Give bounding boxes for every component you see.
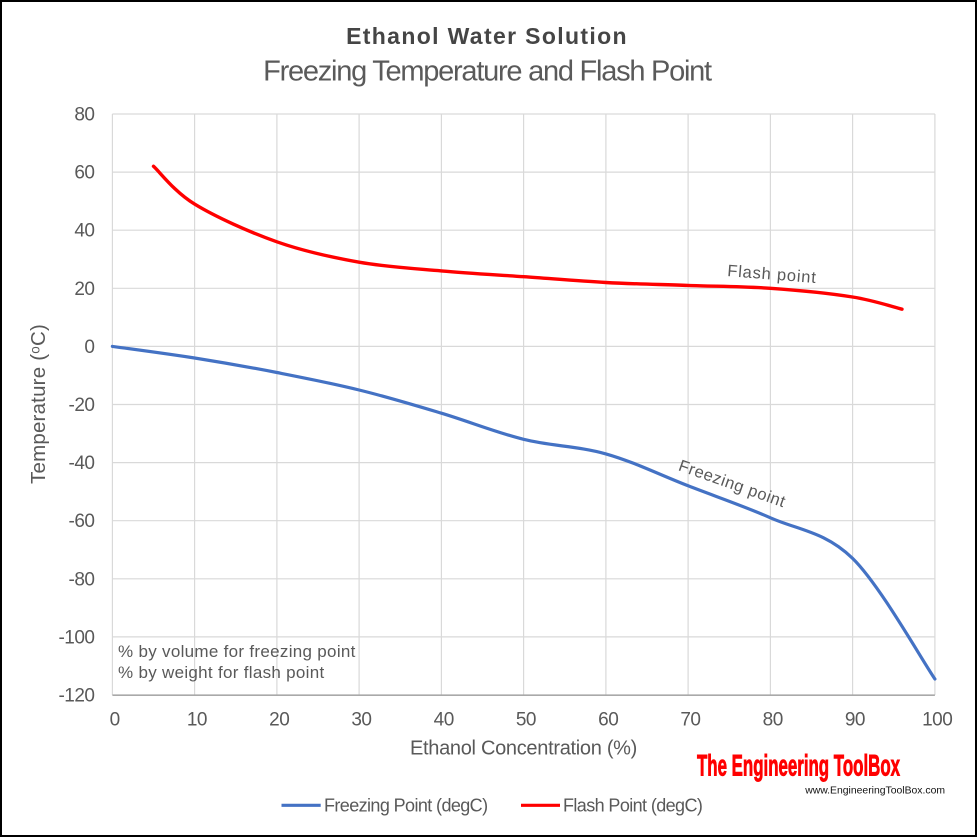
svg-text:100: 100 <box>922 710 952 731</box>
svg-text:Freezing Temperature and Flash: Freezing Temperature and Flash Point <box>263 56 712 88</box>
svg-text:20: 20 <box>269 710 289 731</box>
svg-text:% by weight for flash point: % by weight for flash point <box>118 663 325 682</box>
svg-text:-60: -60 <box>69 511 95 532</box>
svg-text:50: 50 <box>516 710 536 731</box>
svg-text:Ethanol Concentration (%): Ethanol Concentration (%) <box>410 738 637 760</box>
svg-text:Freezing Point (degC): Freezing Point (degC) <box>324 795 487 815</box>
svg-text:40: 40 <box>74 221 94 242</box>
svg-text:Ethanol Water Solution: Ethanol Water Solution <box>346 23 628 49</box>
svg-text:The Engineering ToolBox: The Engineering ToolBox <box>697 750 900 783</box>
svg-text:60: 60 <box>598 710 618 731</box>
svg-text:-80: -80 <box>69 569 95 590</box>
svg-text:20: 20 <box>74 279 94 300</box>
svg-text:Flash Point (degC): Flash Point (degC) <box>563 795 702 815</box>
svg-text:40: 40 <box>434 710 454 731</box>
svg-text:0: 0 <box>84 337 94 358</box>
svg-text:-20: -20 <box>69 395 95 416</box>
svg-text:70: 70 <box>680 710 700 731</box>
svg-text:Temperature (oC): Temperature (oC) <box>27 324 50 484</box>
svg-text:80: 80 <box>74 105 94 126</box>
svg-text:30: 30 <box>351 710 371 731</box>
svg-text:0: 0 <box>110 710 120 731</box>
svg-text:60: 60 <box>74 163 94 184</box>
svg-text:% by volume for freezing point: % by volume for freezing point <box>118 642 356 661</box>
svg-text:-40: -40 <box>69 453 95 474</box>
svg-text:-100: -100 <box>58 627 94 648</box>
svg-text:80: 80 <box>763 710 783 731</box>
svg-text:10: 10 <box>187 710 207 731</box>
svg-text:90: 90 <box>845 710 865 731</box>
svg-text:-120: -120 <box>58 686 94 707</box>
svg-text:www.EngineeringToolBox.com: www.EngineeringToolBox.com <box>804 786 945 797</box>
